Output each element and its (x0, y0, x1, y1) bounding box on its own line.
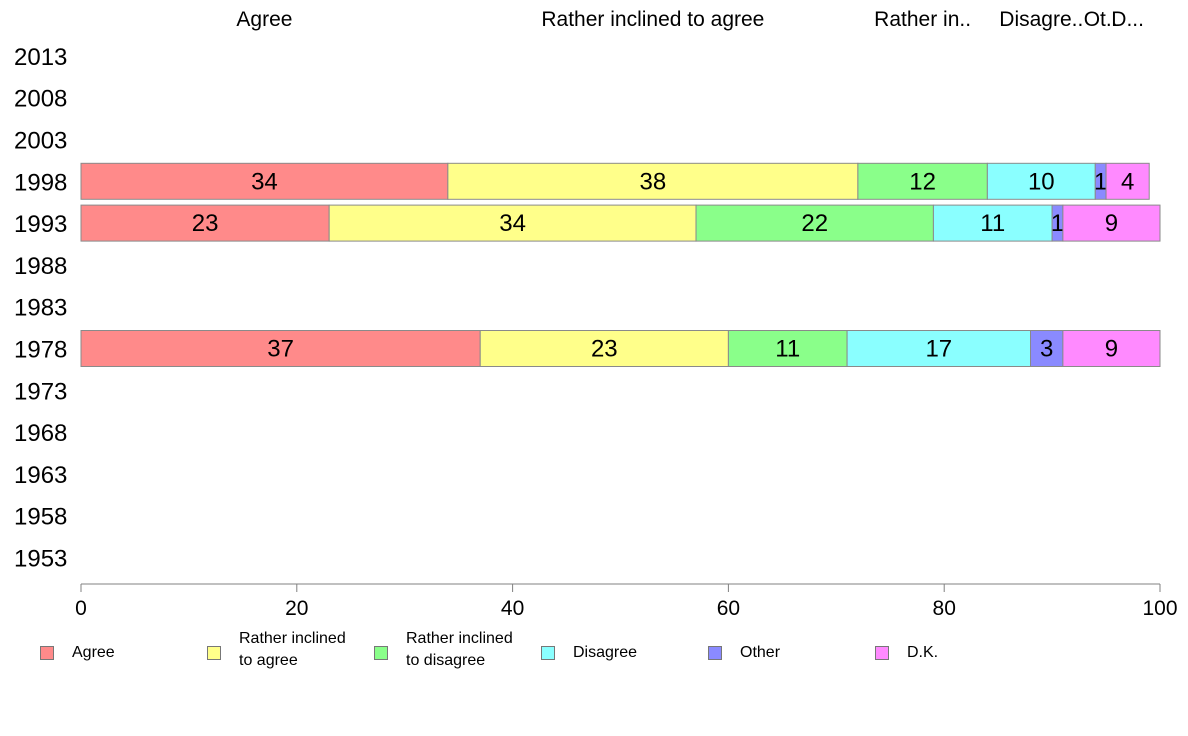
bar-1998-agree (80, 162, 449, 200)
category-label-2013: 2013 (14, 44, 67, 71)
data-label-1993-disagree: 11 (980, 210, 1005, 237)
category-label-1963: 1963 (14, 462, 67, 489)
bar-1998-rather-inclined-to-disagree (857, 162, 988, 200)
x-tick-label-0: 0 (75, 597, 87, 620)
top-label-disagree: Disagre.. (999, 8, 1083, 31)
bar-1978-rather-inclined-to-agree (479, 330, 729, 367)
x-tick-label-100: 100 (1142, 597, 1177, 620)
category-label-1988: 1988 (14, 253, 67, 280)
stacked-bar-chart: 2013200820031998199319881983197819731968… (14, 8, 1178, 620)
data-label-1978-rather-inclined-to-agree: 23 (591, 336, 618, 363)
top-label-agree: Agree (236, 8, 292, 31)
data-label-1998-disagree: 10 (1028, 168, 1055, 195)
bar-1993-d-k (1062, 204, 1161, 242)
data-label-1998-rather-inclined-to-disagree: 12 (909, 168, 936, 195)
bar-1978-d-k (1062, 330, 1161, 367)
legend-label-dk: D.K. (907, 644, 939, 661)
bar-1998-rather-inclined-to-agree (447, 162, 859, 200)
data-label-1998-other: 1 (1094, 168, 1107, 195)
bar-1993-disagree (932, 204, 1053, 242)
legend-swatch-dk (875, 646, 889, 660)
bar-1993-rather-inclined-to-agree (328, 204, 697, 242)
category-label-1978: 1978 (14, 337, 67, 364)
data-label-1978-rather-inclined-to-disagree: 11 (775, 336, 800, 363)
data-label-1993-rather-inclined-to-agree: 34 (499, 210, 526, 237)
category-label-1953: 1953 (14, 546, 67, 573)
legend-label-rather-disagree: Rather inclined to disagree (406, 630, 513, 669)
category-label-2003: 2003 (14, 128, 67, 155)
legend-swatch-rather-disagree (374, 646, 388, 660)
bar-1993-agree (80, 204, 330, 242)
legend-swatch-other (708, 646, 722, 660)
data-label-1998-agree: 34 (251, 168, 278, 195)
data-label-1993-other: 1 (1051, 210, 1064, 237)
x-tick-label-80: 80 (933, 597, 956, 620)
legend-item-rather-disagree: Rather inclined to disagree (374, 628, 513, 672)
data-label-1978-d-k: 9 (1105, 336, 1118, 363)
x-tick-label-20: 20 (285, 597, 308, 620)
data-label-1998-d-k: 4 (1121, 168, 1134, 195)
legend-label-disagree: Disagree (573, 644, 638, 661)
category-label-1973: 1973 (14, 378, 67, 405)
bar-1978-agree (80, 330, 481, 367)
data-label-1993-agree: 23 (192, 210, 219, 237)
x-tick-label-40: 40 (501, 597, 524, 620)
bar-1978-rather-inclined-to-disagree (727, 330, 848, 367)
legend-swatch-agree (40, 646, 54, 660)
data-label-1978-disagree: 17 (925, 336, 952, 363)
bar-1978-disagree (846, 330, 1032, 367)
legend-item-other: Other (708, 628, 780, 664)
category-label-1968: 1968 (14, 420, 67, 447)
bar-1998-d-k (1105, 162, 1150, 200)
legend-item-disagree: Disagree (541, 628, 637, 664)
legend-swatch-rather-agree (207, 646, 221, 660)
top-label-other: Ot.. (1084, 8, 1118, 31)
top-label-rather-inclined-to-agree: Rather inclined to agree (541, 8, 764, 31)
data-label-1993-d-k: 9 (1105, 210, 1118, 237)
legend: Agree Rather inclined to agree Rather in… (0, 628, 1188, 688)
data-label-1993-rather-inclined-to-disagree: 22 (801, 210, 828, 237)
data-label-1978-other: 3 (1040, 336, 1053, 363)
legend-item-dk: D.K. (875, 628, 938, 664)
data-label-1998-rather-inclined-to-agree: 38 (640, 168, 667, 195)
category-label-1983: 1983 (14, 295, 67, 322)
data-label-1978-agree: 37 (267, 336, 294, 363)
top-label-rather-inclined-to-disagree: Rather in.. (874, 8, 971, 31)
x-tick-label-60: 60 (717, 597, 740, 620)
top-label-d-k: D... (1111, 8, 1144, 31)
legend-label-other: Other (740, 644, 781, 661)
bar-1978-other (1030, 330, 1064, 367)
category-label-1993: 1993 (14, 211, 67, 238)
legend-swatch-disagree (541, 646, 555, 660)
legend-label-agree: Agree (72, 644, 115, 661)
bar-1993-rather-inclined-to-disagree (695, 204, 934, 242)
legend-label-rather-agree: Rather inclined to agree (239, 630, 346, 669)
category-label-1958: 1958 (14, 504, 67, 531)
category-label-1998: 1998 (14, 169, 67, 196)
legend-item-rather-agree: Rather inclined to agree (207, 628, 346, 672)
legend-item-agree: Agree (40, 628, 115, 664)
category-label-2008: 2008 (14, 86, 67, 113)
